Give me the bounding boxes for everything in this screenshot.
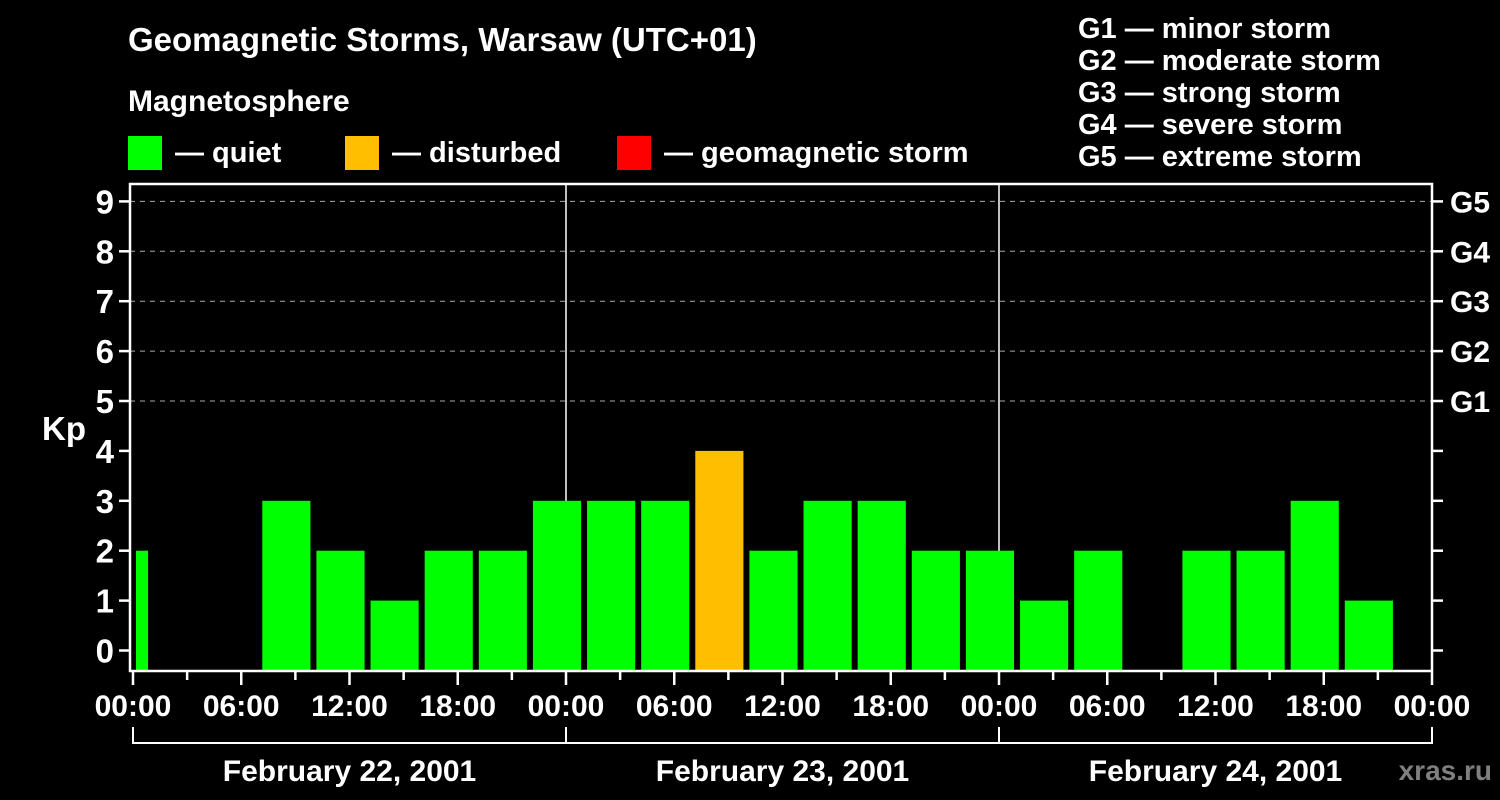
legend-label-quiet: — quiet [175, 136, 282, 169]
y-tick-label: 8 [96, 233, 114, 270]
date-label: February 24, 2001 [1089, 755, 1343, 788]
x-tick-label: 18:00 [852, 690, 929, 723]
kp-bar [1182, 550, 1231, 671]
x-tick-label: 18:00 [419, 690, 496, 723]
x-tick-label: 12:00 [311, 690, 388, 723]
storm-color-swatch [617, 136, 651, 170]
kp-bar [749, 550, 798, 671]
y-tick-label: 3 [96, 483, 114, 520]
kp-bar [1074, 550, 1123, 671]
x-tick-label: 18:00 [1285, 690, 1362, 723]
x-tick-label: 06:00 [636, 690, 713, 723]
g-level-label-g1: G1 [1450, 386, 1490, 419]
kp-bar [136, 550, 149, 671]
x-tick-label: 06:00 [1069, 690, 1146, 723]
y-tick-label: 9 [96, 183, 114, 220]
kp-bar [587, 500, 636, 671]
y-tick-label: 0 [96, 633, 114, 670]
y-tick-label: 4 [96, 433, 115, 470]
kp-bar [370, 600, 419, 671]
x-tick-label: 12:00 [1177, 690, 1254, 723]
y-axis-title: Kp [42, 410, 86, 447]
kp-bar [1344, 600, 1393, 671]
kp-bar [262, 500, 311, 671]
y-tick-label: 2 [96, 533, 114, 570]
storm-scale-legend-item-g1: G1 — minor storm [1078, 13, 1331, 45]
date-label: February 23, 2001 [656, 755, 910, 788]
date-bracket [132, 727, 1433, 744]
kp-bar [316, 550, 365, 671]
g-level-label-g4: G4 [1450, 236, 1490, 269]
watermark: xras.ru [1398, 755, 1492, 786]
legend-item-quiet: — quiet [128, 136, 281, 170]
kp-bar [641, 500, 690, 671]
legend-item-disturbed: — disturbed [345, 136, 561, 170]
storm-scale-legend-item-g3: G3 — strong storm [1078, 77, 1341, 109]
x-tick-label: 00:00 [1394, 690, 1471, 723]
g-level-label-g5: G5 [1450, 186, 1490, 219]
x-tick-label: 06:00 [203, 690, 280, 723]
storm-scale-legend-item-g4: G4 — severe storm [1078, 109, 1343, 141]
plot-border [128, 182, 1434, 673]
kp-bar [965, 550, 1015, 671]
y-tick-label: 6 [96, 333, 114, 370]
legend-item-storm: — geomagnetic storm [617, 136, 969, 170]
kp-bar [1290, 500, 1339, 671]
disturbed-color-swatch [345, 136, 379, 170]
g-level-label-g2: G2 [1450, 336, 1490, 369]
page-title: Geomagnetic Storms, Warsaw (UTC+01) [128, 21, 757, 58]
chart-subtitle: Magnetosphere [128, 85, 350, 118]
kp-bar [424, 550, 473, 671]
kp-bar [857, 500, 906, 671]
storm-scale-legend: G1 — minor storm G2 — moderate storm G3 — … [1078, 13, 1381, 173]
kp-bar [1236, 550, 1285, 671]
x-tick-label: 00:00 [528, 690, 605, 723]
y-tick-label: 5 [96, 383, 114, 420]
y-tick-label: 1 [96, 583, 114, 620]
g-level-label-g3: G3 [1450, 286, 1490, 319]
x-tick-label: 00:00 [961, 690, 1038, 723]
kp-bar [695, 450, 744, 671]
storm-scale-legend-item-g5: G5 — extreme storm [1078, 141, 1362, 173]
x-tick-label: 12:00 [744, 690, 821, 723]
quiet-color-swatch [128, 136, 162, 170]
kp-bar [911, 550, 960, 671]
legend-label-disturbed: — disturbed [392, 136, 562, 169]
legend-label-storm: — geomagnetic storm [664, 136, 969, 169]
kp-bar [1020, 600, 1069, 671]
date-label: February 22, 2001 [223, 755, 477, 788]
storm-scale-legend-item-g2: G2 — moderate storm [1078, 45, 1381, 77]
x-tick-label: 00:00 [95, 690, 172, 723]
kp-bar [532, 500, 582, 671]
kp-bar [478, 550, 527, 671]
y-tick-label: 7 [96, 283, 114, 320]
kp-bar [803, 500, 852, 671]
